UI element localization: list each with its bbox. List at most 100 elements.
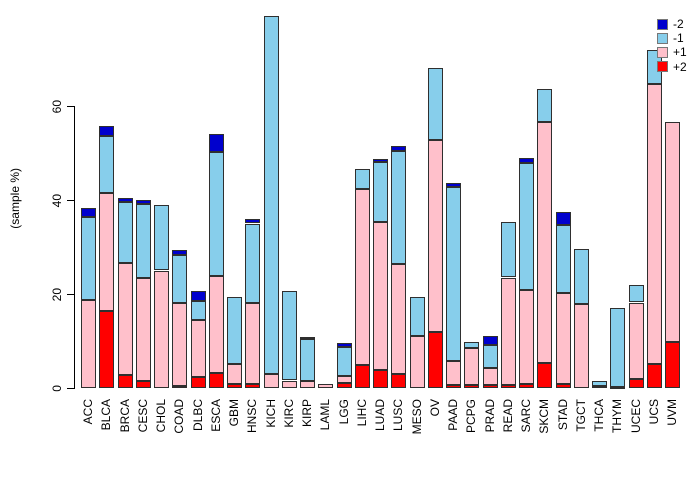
x-axis-label-OV: OV [427,399,442,417]
x-axis-label-STAD: STAD [555,399,570,431]
bar-segment-ESCA-+1 [209,275,224,374]
bar-segment-OV-+2 [428,331,443,388]
bar-segment-GBM--1 [227,297,242,364]
bar-segment-COAD--1 [172,255,187,303]
bar-segment-LUSC--1 [391,151,406,264]
bar-segment-UVM-+1 [665,122,680,342]
x-axis-label-UCEC: UCEC [628,399,643,434]
bar-segment-PAAD-+1 [446,360,461,385]
bar-segment-BLCA-+2 [99,311,114,388]
bar-segment-UCS-+2 [647,363,662,388]
bar-segment-UCEC-+2 [629,379,644,388]
x-axis-label-BRCA: BRCA [117,399,132,433]
x-axis-label-PRAD: PRAD [482,399,497,433]
bar-segment-CHOL--1 [154,205,169,271]
x-axis-label-ACC: ACC [81,399,95,425]
bar-segment-CESC--2 [136,199,151,204]
bar-segment-BLCA--1 [99,135,114,193]
bar-segment-LUAD-+1 [373,221,388,371]
bar-segment-PRAD-+2 [483,384,498,388]
x-axis-label-HNSC: HNSC [245,399,260,434]
bar-segment-UCS-+1 [647,84,662,364]
bar-segment-UCEC-+1 [629,302,644,380]
y-axis-tick-label: 40 [50,193,64,207]
bar-segment-COAD-+2 [172,386,187,389]
x-axis-label-LGG: LGG [336,399,351,425]
y-axis-tick-label: 20 [50,287,64,301]
x-axis-label-UCS: UCS [646,399,661,425]
bar-segment-READ--1 [501,221,516,278]
bar-segment-LGG-+2 [337,382,352,388]
bar-segment-KIRP--1 [300,339,315,382]
x-axis-label-LAML: LAML [318,399,333,431]
bar-segment-KIRP--2 [300,336,315,340]
x-axis-label-CESC: CESC [135,399,150,433]
x-axis-label-COAD: COAD [172,399,187,434]
bar-segment-ACC--2 [81,208,96,217]
legend-swatch-+2 [657,61,668,73]
y-axis-tick [67,200,74,201]
bar-segment-SKCM--1 [537,88,552,122]
bar-segment-LIHC--1 [355,168,370,189]
bar-segment-STAD-+2 [556,384,571,388]
bar-segment-READ-+2 [501,385,516,388]
legend-label--2: -2 [673,17,684,31]
bar-segment-CESC-+1 [136,277,151,381]
x-axis-label-LIHC: LIHC [354,399,369,427]
bar-segment-ESCA-+2 [209,373,224,388]
bar-segment-UVM-+2 [665,341,680,388]
bar-segment-HNSC--1 [245,223,260,303]
bar-segment-PCPG-+2 [464,385,479,388]
y-axis-tick-label: 60 [50,99,64,113]
x-axis-label-SARC: SARC [519,399,533,433]
bar-segment-PCPG-+1 [464,348,479,386]
bar-segment-SARC-+1 [519,289,534,384]
bar-segment-GBM-+1 [227,363,242,384]
bar-segment-OV--1 [428,68,443,141]
legend-swatch-+1 [657,46,668,58]
bar-segment-LUSC--2 [391,145,406,152]
bar-segment-ESCA--2 [209,134,224,153]
bar-segment-LGG-+1 [337,375,352,383]
x-axis-label-THCA: THCA [592,399,606,432]
x-axis-label-TGCT: TGCT [573,399,588,432]
bar-segment-BLCA-+1 [99,192,114,312]
bar-segment-HNSC-+1 [245,302,260,384]
bar-segment-THYM-+1 [610,387,625,390]
bar-segment-LAML-+1 [318,384,333,388]
bar-segment-SARC--2 [519,158,534,163]
bar-segment-READ-+1 [501,277,516,386]
bar-segment-BRCA-+2 [118,374,133,388]
legend-swatch--2 [657,18,668,30]
x-axis-label-KICH: KICH [263,399,278,428]
bar-segment-DLBC-+2 [191,377,206,388]
bar-segment-PCPG--1 [464,341,479,348]
bar-segment-MESO-+1 [410,336,425,388]
x-axis-label-GBM: GBM [227,399,241,427]
y-axis-tick-label: 0 [50,384,64,392]
x-axis-label-SKCM: SKCM [537,399,552,434]
bar-segment-GBM-+2 [227,383,242,388]
bar-segment-PRAD--2 [483,336,498,346]
bar-segment-UCEC--1 [629,285,644,303]
bar-segment-DLBC--2 [191,290,206,301]
bar-segment-KIRC-+1 [282,380,297,388]
bar-segment-HNSC-+2 [245,383,260,388]
bar-segment-LGG--2 [337,343,352,347]
bar-segment-LUAD-+2 [373,370,388,388]
bar-segment-BRCA-+1 [118,263,133,375]
bar-segment-CESC-+2 [136,380,151,388]
bar-segment-STAD-+1 [556,292,571,385]
bar-segment-STAD--2 [556,212,571,226]
bar-segment-COAD--2 [172,250,187,255]
legend-swatch--1 [657,32,668,44]
x-axis-label-BLCA: BLCA [99,399,114,431]
x-axis-label-CHOL: CHOL [154,399,168,433]
x-axis-label-PCPG: PCPG [464,399,479,434]
bar-segment-ACC--1 [81,216,96,300]
x-axis-label-MESO: MESO [409,399,424,435]
bar-segment-OV-+1 [428,140,443,332]
x-axis-label-UVM: UVM [665,399,679,426]
bar-segment-STAD--1 [556,225,571,293]
